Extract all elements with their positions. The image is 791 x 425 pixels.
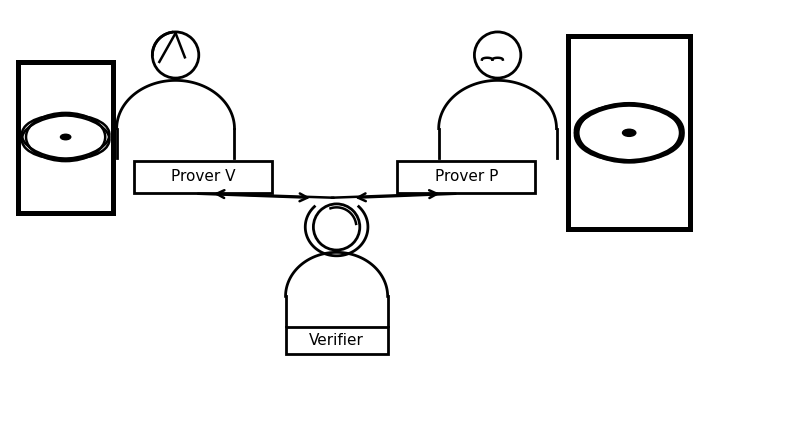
- Circle shape: [60, 134, 70, 140]
- Bar: [134, 161, 272, 193]
- Bar: [286, 327, 388, 354]
- Circle shape: [623, 129, 636, 136]
- Bar: [18, 62, 113, 212]
- Bar: [568, 36, 690, 229]
- Text: Prover P: Prover P: [434, 169, 498, 184]
- Bar: [397, 161, 535, 193]
- Text: Prover V: Prover V: [171, 169, 235, 184]
- Text: Verifier: Verifier: [309, 333, 364, 348]
